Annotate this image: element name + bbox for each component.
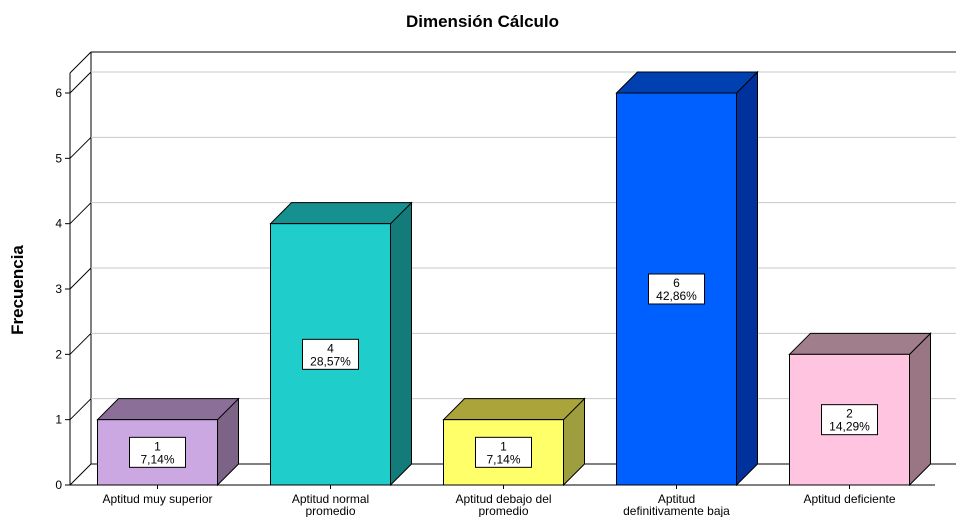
- bar-top: [96, 398, 240, 421]
- data-label-count: 1: [154, 439, 161, 453]
- data-label-percent: 42,86%: [656, 289, 697, 303]
- data-label-box: [302, 338, 359, 370]
- bar-side: [390, 201, 412, 487]
- bar-side: [909, 332, 931, 487]
- data-label-count: 4: [327, 341, 334, 355]
- gridline-depth: [69, 398, 92, 421]
- data-label-box: [821, 404, 878, 436]
- x-tick-label: definitivamente baja: [623, 504, 730, 517]
- gridline-depth: [69, 332, 92, 355]
- gridline-depth: [69, 71, 92, 94]
- bar-side: [736, 70, 758, 487]
- data-label-percent: 28,57%: [310, 354, 351, 368]
- y-tick-label: 1: [55, 413, 62, 427]
- top-left-depth-edge: [69, 51, 92, 74]
- x-tick-label: Aptitud muy superior: [102, 492, 212, 506]
- chart-title: Dimensión Cálculo: [405, 12, 560, 31]
- data-label-count: 2: [846, 407, 853, 421]
- x-tick-label: Aptitud: [658, 492, 695, 506]
- gridline-depth: [69, 136, 92, 159]
- data-label-count: 1: [500, 439, 507, 453]
- data-label-box: [129, 436, 186, 468]
- bar-top: [269, 202, 413, 225]
- data-label-percent: 7,14%: [486, 452, 520, 466]
- x-tick-label: Aptitud deficiente: [803, 492, 895, 506]
- gridline-depth: [69, 267, 92, 290]
- x-tick-label: Aptitud normal: [292, 492, 369, 506]
- bar-top: [788, 332, 932, 355]
- data-label-percent: 14,29%: [829, 420, 870, 434]
- y-tick-label: 5: [55, 151, 62, 165]
- y-tick-label: 0: [55, 478, 62, 492]
- data-label-percent: 7,14%: [140, 452, 174, 466]
- y-tick-label: 2: [55, 347, 62, 361]
- data-label-box: [475, 436, 532, 468]
- data-label-count: 6: [673, 276, 680, 290]
- x-tick-label: promedio: [305, 504, 355, 517]
- x-tick-label: promedio: [478, 504, 528, 517]
- y-tick-label: 6: [55, 86, 62, 100]
- y-tick-label: 3: [55, 282, 62, 296]
- bar-top: [615, 71, 759, 94]
- data-label-box: [648, 273, 705, 305]
- y-tick-label: 4: [55, 217, 62, 231]
- bar-top: [442, 398, 586, 421]
- gridline-depth: [69, 202, 92, 225]
- x-tick-label: Aptitud debajo del: [455, 492, 551, 506]
